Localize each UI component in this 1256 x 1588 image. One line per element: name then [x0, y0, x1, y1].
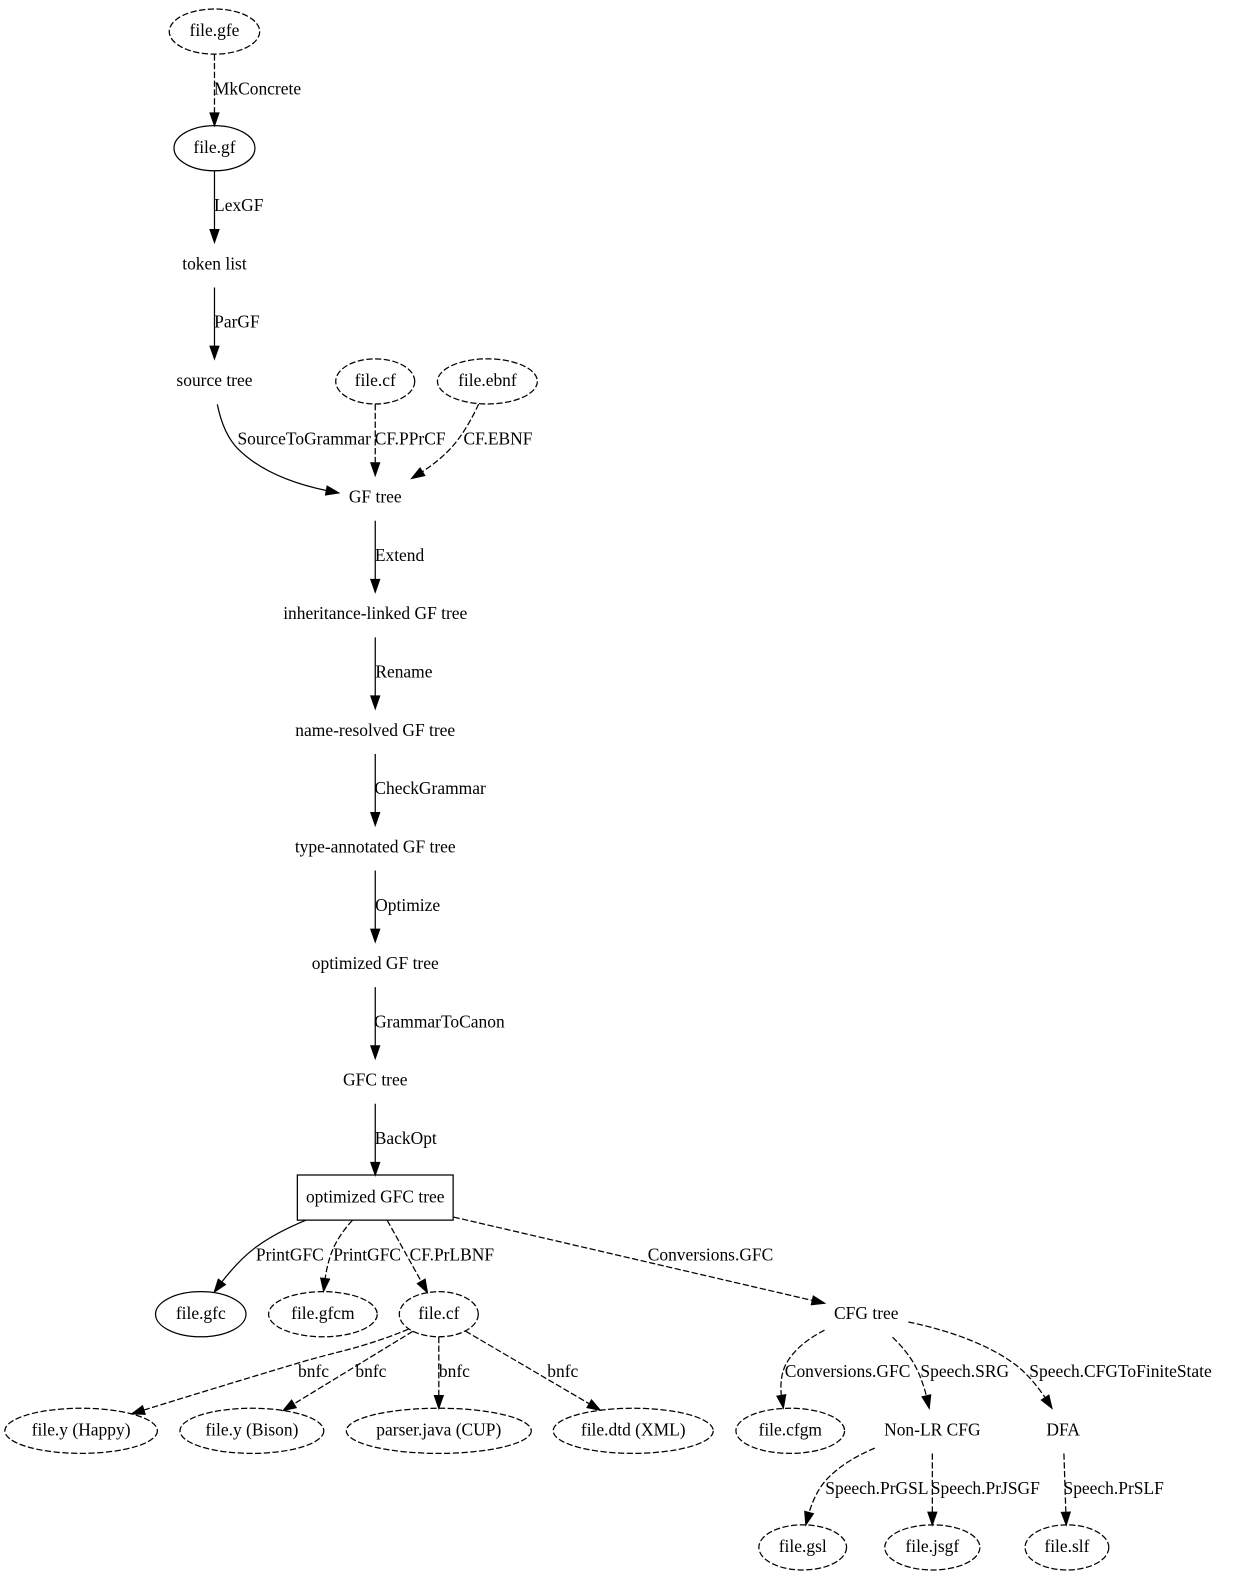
svg-text:ParGF: ParGF [214, 312, 260, 332]
svg-text:PrintGFC: PrintGFC [256, 1245, 324, 1265]
svg-text:GFC tree: GFC tree [343, 1070, 408, 1090]
svg-text:source tree: source tree [176, 370, 252, 390]
svg-text:Rename: Rename [375, 661, 432, 681]
svg-text:Optimize: Optimize [375, 895, 440, 915]
svg-text:GrammarToCanon: GrammarToCanon [374, 1011, 505, 1031]
svg-text:LexGF: LexGF [214, 195, 264, 215]
svg-text:CF.PPrCF: CF.PPrCF [375, 428, 446, 448]
svg-text:optimized GF tree: optimized GF tree [312, 953, 439, 973]
svg-text:name-resolved GF tree: name-resolved GF tree [295, 720, 455, 740]
svg-text:Speech.CFGToFiniteState: Speech.CFGToFiniteState [1029, 1361, 1212, 1381]
svg-text:bnfc: bnfc [547, 1361, 578, 1381]
svg-text:Speech.PrSLF: Speech.PrSLF [1064, 1478, 1165, 1498]
svg-text:file.y (Happy): file.y (Happy) [32, 1419, 131, 1439]
svg-text:Extend: Extend [375, 545, 425, 565]
svg-text:BackOpt: BackOpt [375, 1128, 437, 1148]
svg-text:inheritance-linked GF tree: inheritance-linked GF tree [283, 603, 467, 623]
svg-text:DFA: DFA [1046, 1419, 1080, 1439]
svg-text:file.gf: file.gf [193, 137, 235, 157]
svg-text:file.gfe: file.gfe [190, 20, 240, 40]
svg-text:optimized GFC tree: optimized GFC tree [306, 1186, 445, 1206]
svg-text:CheckGrammar: CheckGrammar [374, 778, 486, 798]
svg-text:file.jsgf: file.jsgf [905, 1536, 959, 1556]
svg-text:file.y (Bison): file.y (Bison) [205, 1419, 298, 1439]
svg-text:Speech.SRG: Speech.SRG [920, 1361, 1009, 1381]
svg-text:file.cfgm: file.cfgm [759, 1419, 823, 1439]
svg-text:MkConcrete: MkConcrete [214, 78, 301, 98]
svg-text:file.gsl: file.gsl [779, 1536, 827, 1556]
svg-text:file.slf: file.slf [1044, 1536, 1089, 1556]
svg-text:CF.EBNF: CF.EBNF [464, 428, 533, 448]
svg-text:token list: token list [182, 253, 247, 273]
svg-text:file.ebnf: file.ebnf [458, 370, 517, 390]
svg-text:file.gfcm: file.gfcm [291, 1303, 355, 1323]
svg-text:Conversions.GFC: Conversions.GFC [785, 1361, 911, 1381]
svg-text:Speech.PrJSGF: Speech.PrJSGF [931, 1478, 1040, 1498]
svg-text:Conversions.GFC: Conversions.GFC [648, 1245, 774, 1265]
svg-text:file.dtd (XML): file.dtd (XML) [581, 1419, 686, 1439]
svg-text:Non-LR CFG: Non-LR CFG [884, 1419, 981, 1439]
svg-text:parser.java (CUP): parser.java (CUP) [376, 1419, 501, 1439]
svg-text:file.gfc: file.gfc [176, 1303, 226, 1323]
svg-text:file.cf: file.cf [418, 1303, 459, 1323]
svg-text:PrintGFC: PrintGFC [333, 1245, 401, 1265]
svg-text:type-annotated GF tree: type-annotated GF tree [295, 836, 456, 856]
svg-text:GF tree: GF tree [349, 487, 402, 507]
svg-text:CF.PrLBNF: CF.PrLBNF [410, 1245, 495, 1265]
svg-text:bnfc: bnfc [355, 1361, 386, 1381]
svg-text:Speech.PrGSL: Speech.PrGSL [825, 1478, 928, 1498]
svg-text:CFG tree: CFG tree [834, 1303, 899, 1323]
svg-text:bnfc: bnfc [439, 1361, 470, 1381]
svg-text:file.cf: file.cf [355, 370, 396, 390]
svg-text:SourceToGrammar: SourceToGrammar [237, 428, 371, 448]
svg-text:bnfc: bnfc [298, 1361, 329, 1381]
